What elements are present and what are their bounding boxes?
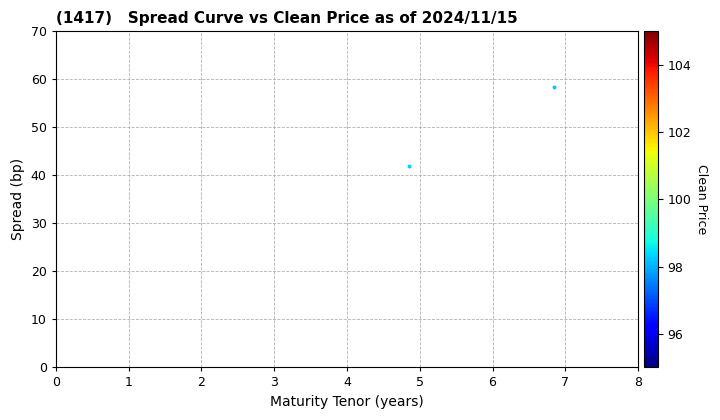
- Y-axis label: Clean Price: Clean Price: [695, 164, 708, 234]
- Text: (1417)   Spread Curve vs Clean Price as of 2024/11/15: (1417) Spread Curve vs Clean Price as of…: [55, 11, 518, 26]
- X-axis label: Maturity Tenor (years): Maturity Tenor (years): [270, 395, 424, 409]
- Point: [549, 83, 560, 90]
- Y-axis label: Spread (bp): Spread (bp): [11, 158, 25, 240]
- Point: [403, 163, 415, 169]
